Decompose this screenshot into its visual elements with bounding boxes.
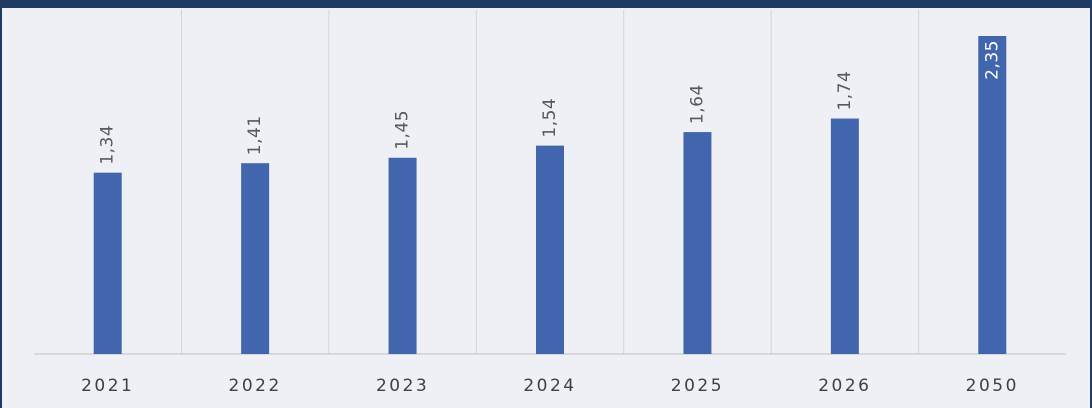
bar	[93, 172, 122, 354]
data-label: 2,35	[982, 40, 1002, 80]
bar	[241, 163, 270, 354]
bar	[978, 36, 1007, 354]
data-label: 1,74	[835, 71, 855, 111]
bar	[536, 145, 564, 354]
bar	[683, 132, 712, 354]
bar	[830, 118, 859, 354]
right-border	[1090, 0, 1092, 408]
data-label: 1,54	[540, 98, 560, 138]
data-label: 1,41	[245, 115, 265, 155]
x-tick-label: 2024	[523, 376, 576, 396]
x-tick-label: 2022	[229, 376, 282, 396]
x-tick-label: 2021	[81, 376, 134, 396]
x-tick-label: 2025	[671, 376, 724, 396]
data-label: 1,34	[98, 125, 118, 165]
data-label: 1,45	[393, 110, 413, 150]
x-tick-label: 2023	[376, 376, 429, 396]
bar	[388, 157, 417, 354]
left-border	[0, 0, 2, 408]
data-label: 1,64	[687, 84, 707, 124]
x-tick-label: 2050	[966, 376, 1019, 396]
x-tick-label: 2026	[818, 376, 871, 396]
top-border	[0, 0, 1092, 8]
